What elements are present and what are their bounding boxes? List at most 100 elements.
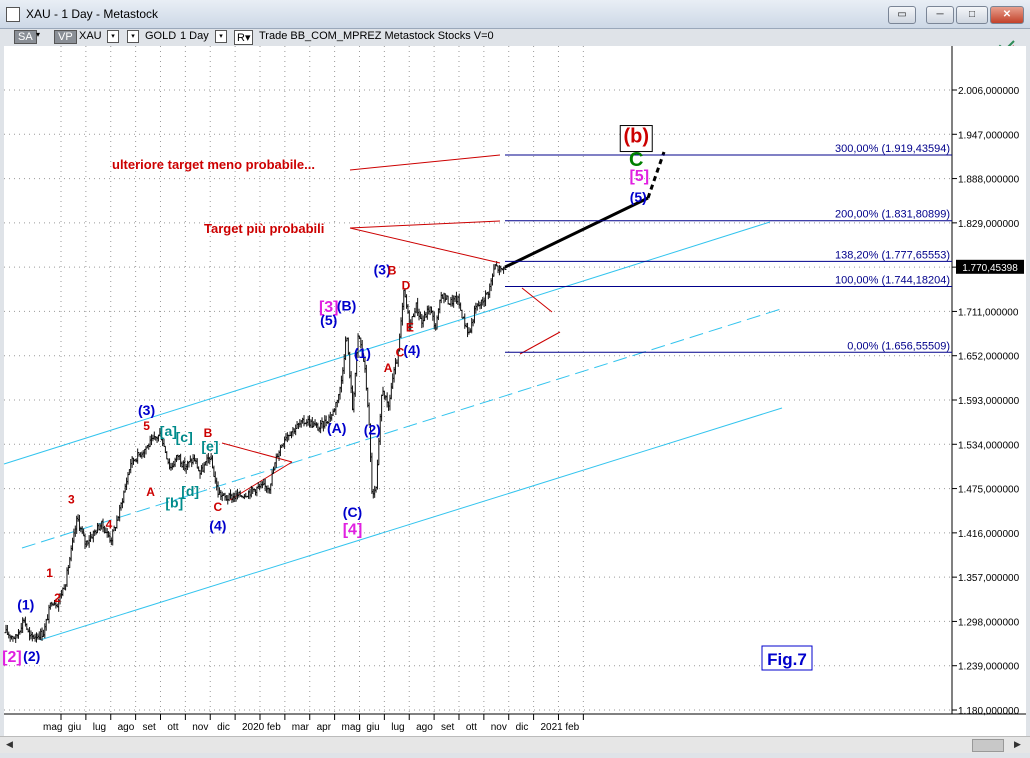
x-tick-label: nov (192, 722, 208, 733)
annotation-pointer-2a (349, 220, 501, 229)
triangle-pattern-line (521, 287, 553, 313)
fib-level-label: 300,00% (1.919,43594) (835, 143, 950, 155)
wave-label: [4] (343, 521, 363, 538)
wave-label: [c] (176, 429, 193, 445)
fib-level-label: 0,00% (1.656,55509) (847, 340, 950, 352)
y-tick-label: 1.888,000000 (958, 175, 1020, 186)
projection-line-dashed (646, 151, 666, 199)
wave-label: E (406, 321, 414, 335)
wave-label: B (388, 264, 397, 278)
y-tick-label: 1.829,000000 (958, 219, 1020, 230)
wave-label: (1) (354, 345, 371, 361)
scroll-left-icon[interactable]: ◀ (6, 739, 13, 749)
wave-label: C (629, 149, 643, 171)
r-label: R (237, 32, 245, 44)
name-dropdown-icon[interactable]: ▾ (127, 30, 139, 43)
y-tick-label: 1.239,000000 (958, 662, 1020, 673)
x-tick-label: feb (267, 722, 281, 733)
fig-label: Fig.7 (767, 650, 807, 669)
trend-channel-line (39, 407, 783, 641)
document-icon (6, 7, 20, 22)
horizontal-scrollbar[interactable]: ◀ ▶ (0, 736, 1030, 753)
wave-label: 2 (54, 591, 61, 605)
security-mode-button[interactable]: SA (14, 30, 37, 44)
window-titlebar: XAU - 1 Day - Metastock ▭ ─ □ ✕ (0, 0, 1030, 29)
wave-label: A (146, 485, 155, 499)
annotation-target-1: ulteriore target meno probabile... (112, 157, 315, 172)
wave-label: A (384, 361, 393, 375)
x-tick-label: ago (118, 722, 135, 733)
window-title: XAU - 1 Day - Metastock (26, 7, 159, 21)
wave-label: 5 (143, 419, 150, 433)
chevron-down-icon[interactable]: ▾ (36, 30, 41, 39)
y-tick-label: 1.534,000000 (958, 440, 1020, 451)
x-tick-label: mag (341, 722, 360, 733)
last-price-label: 1.770,45398 (962, 263, 1018, 274)
maximize-icon[interactable]: □ (956, 6, 988, 24)
x-tick-label: nov (491, 722, 507, 733)
period-dropdown-icon[interactable]: ▾ (215, 30, 227, 43)
wave-label: (3) (138, 402, 155, 418)
x-tick-label: giu (366, 722, 379, 733)
minimize-icon[interactable]: ─ (926, 6, 954, 24)
x-tick-label: lug (93, 722, 106, 733)
vp-button[interactable]: VP (54, 30, 77, 44)
wave-label: [3] (319, 299, 339, 316)
close-icon[interactable]: ✕ (990, 6, 1024, 24)
r-button[interactable]: R▾ (234, 30, 254, 45)
x-tick-label: ago (416, 722, 433, 733)
x-tick-label: mag (43, 722, 62, 733)
trade-info: Trade BB_COM_MPREZ Metastock Stocks V=0 (259, 30, 494, 42)
trend-channel-line (21, 307, 785, 549)
wave-label: (4) (209, 518, 226, 534)
y-tick-label: 1.298,000000 (958, 617, 1020, 628)
x-tick-label: mar (292, 722, 310, 733)
x-tick-label: set (441, 722, 455, 733)
y-tick-label: 2.006,000000 (958, 86, 1020, 97)
y-tick-label: 1.416,000000 (958, 529, 1020, 540)
scroll-right-icon[interactable]: ▶ (1014, 739, 1021, 749)
x-tick-label: giu (68, 722, 81, 733)
x-tick-label: apr (317, 722, 332, 733)
x-tick-label: dic (516, 722, 529, 733)
wave-label: [5] (629, 168, 649, 185)
wave-label: [e] (201, 438, 218, 454)
triangle-pattern-line (519, 331, 561, 355)
x-tick-label: 2021 (540, 722, 563, 733)
wave-label: [2] (2, 649, 22, 666)
y-tick-label: 1.357,000000 (958, 573, 1020, 584)
wave-label: (2) (23, 648, 40, 664)
y-tick-label: 1.652,000000 (958, 352, 1020, 363)
x-tick-label: feb (565, 722, 579, 733)
symbol-dropdown-icon[interactable]: ▾ (107, 30, 119, 43)
fig-label-box (761, 645, 813, 671)
wave-label: (4) (403, 342, 420, 358)
x-tick-label: ott (167, 722, 178, 733)
wave-label: [b] (165, 494, 183, 510)
wave-label: 3 (68, 493, 75, 507)
wave-label: C (396, 345, 405, 359)
wave-label: [a] (160, 423, 177, 439)
restore-icon[interactable]: ▭ (888, 6, 916, 24)
x-tick-label: ott (466, 722, 477, 733)
wave-label: C (214, 500, 223, 514)
chart-toolbar: SA ▾ VP XAU ▾ ▾ GOLD 1 Day ▾ R▾ Trade BB… (0, 28, 1030, 46)
wave-label: (2) (364, 422, 381, 438)
fib-level-label: 100,00% (1.744,18204) (835, 275, 950, 287)
fib-level-label: 138,20% (1.777,65553) (835, 249, 950, 261)
y-tick-label: 1.711,000000 (958, 307, 1019, 318)
wave-label: (1) (17, 596, 34, 612)
y-tick-label: 1.475,000000 (958, 485, 1020, 496)
wave-label: (b) (623, 126, 649, 148)
security-name: GOLD (145, 30, 177, 42)
wave-label: (5) (630, 189, 647, 205)
wave-label: D (402, 279, 411, 293)
wave-label: 4 (106, 517, 113, 531)
scroll-thumb[interactable] (972, 739, 1004, 752)
trend-channel-line (3, 221, 771, 465)
wave-label: 1 (46, 566, 53, 580)
wave-label-box (619, 125, 653, 153)
wave-label: (3) (374, 262, 391, 278)
wave-label: B (204, 426, 213, 440)
